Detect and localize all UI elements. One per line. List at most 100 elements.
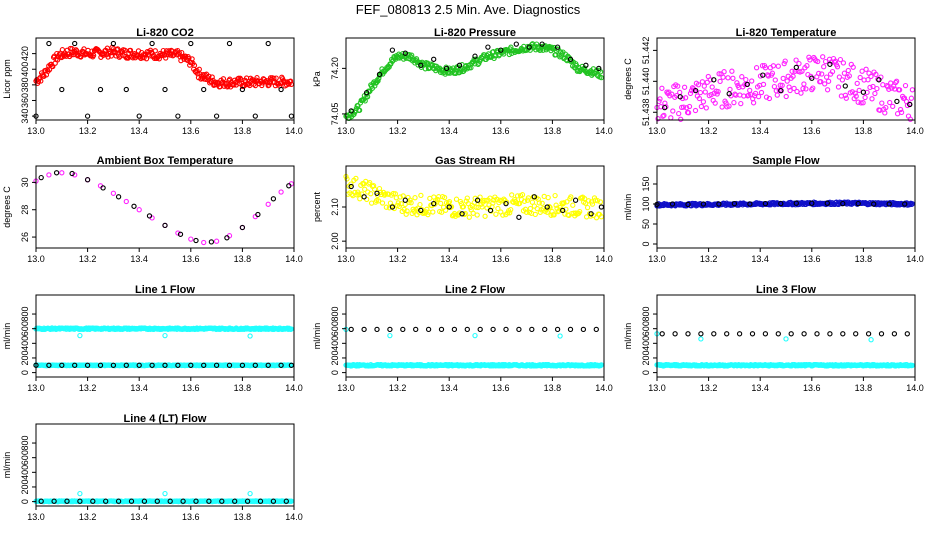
y-tick-label: 600 [20,321,30,336]
data-point [888,80,894,86]
x-tick-label: 13.0 [27,383,45,393]
plot-frame [656,294,916,378]
x-tick-label: 13.2 [79,126,97,136]
data-point [742,81,748,88]
data-point [772,77,778,83]
data-point [387,332,393,339]
data-point [103,498,109,504]
x-tick-label: 13.6 [492,383,510,393]
data-point [53,170,60,176]
data-point [729,68,735,74]
data-point [442,207,449,213]
data-point [868,73,874,80]
x-tick-label: 14.0 [595,254,613,264]
data-point [886,201,892,207]
data-point [834,64,841,70]
data-point [815,58,821,65]
data-point [824,200,830,206]
data-point [897,106,904,113]
data-point [348,183,354,190]
data-point [800,85,806,92]
data-point [799,68,805,74]
data-point [252,113,258,119]
data-point [696,95,703,102]
data-point [265,40,271,47]
data-point [477,194,483,200]
x-tick-label: 14.0 [285,512,303,522]
data-point [519,192,526,198]
chart-panel-8: Line 2 Flow ml/min 13.0 13.2 13.4 13.6 13.8 14.… [312,284,613,393]
data-point [730,75,736,81]
x-tick-label: 13.2 [79,512,97,522]
data-point [836,74,843,80]
data-point [162,222,168,229]
data-point [201,362,207,368]
y-tick-label: 600 [330,321,340,336]
x-tick-label: 13.6 [182,126,200,136]
y-tick-label: 400 [20,336,30,351]
data-point [344,176,350,182]
data-point [770,63,777,69]
data-point [128,498,135,504]
data-point [514,193,521,199]
x-tick-label: 13.8 [544,126,562,136]
x-tick-label: 13.8 [234,383,252,393]
plot-frame [656,37,916,121]
data-point [136,362,142,368]
data-point [188,362,194,368]
data-point [743,76,749,83]
data-point [509,192,515,198]
data-point [857,74,863,81]
data-series [33,325,295,369]
data-point [220,76,227,82]
data-point [46,40,52,47]
data-point [239,362,246,368]
data-point [736,331,743,337]
data-point [110,362,117,368]
data-point [244,498,251,504]
data-point [361,194,367,200]
data-point [97,86,104,93]
data-point [529,326,535,333]
data-point [803,86,809,92]
plot-frame [35,37,295,121]
x-tick-label: 13.8 [234,512,252,522]
data-point [498,47,504,53]
data-point [247,490,253,497]
data-point [572,197,579,203]
x-tick-label: 13.6 [182,254,200,264]
data-point [835,84,842,90]
data-point [841,70,848,76]
x-tick-label: 13.0 [648,254,666,264]
data-point [175,113,181,119]
data-point [69,170,75,177]
data-point [698,336,704,342]
y-axis-label: kPa [312,71,322,87]
data-point [777,82,783,88]
data-point [747,201,753,207]
data-point [38,174,44,181]
data-point [456,62,463,68]
data-point [775,331,781,337]
data-series [33,170,295,246]
y-tick-label: 51.440 [641,68,651,96]
data-point [711,77,717,83]
data-point [551,212,557,218]
data-point [783,336,789,342]
data-point [750,100,757,106]
x-tick-label: 14.0 [285,383,303,393]
data-point [570,202,576,208]
y-tick-label: 360 [20,93,30,108]
chart-panel-6: Sample Flow ml/min 13.0 13.2 13.4 13.6 13.8 14.… [623,155,924,264]
data-point [840,331,846,337]
data-point [255,211,261,218]
y-tick-label: 600 [641,321,651,336]
data-point [490,200,496,206]
plot-frame [345,37,605,121]
data-point [593,326,599,333]
data-point [90,498,96,504]
data-point [257,498,264,504]
data-point [163,55,169,61]
data-point [412,195,418,201]
data-point [526,44,532,50]
